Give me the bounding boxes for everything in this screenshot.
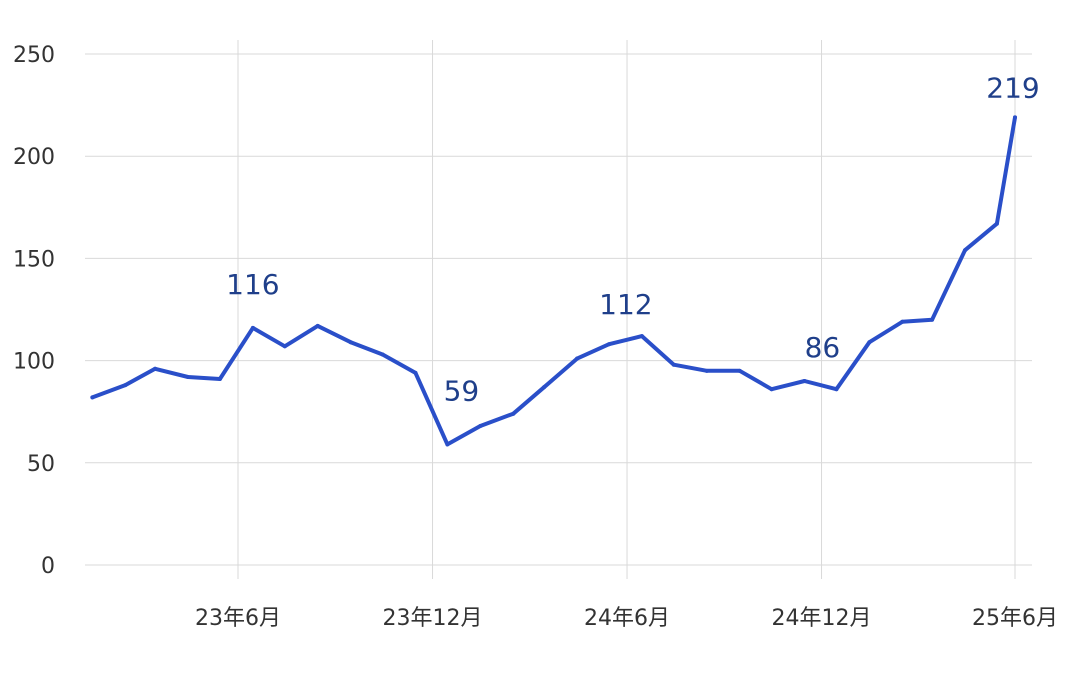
data-point [639,334,644,339]
x-tick-label: 25年6月 [972,606,1058,631]
data-point [575,356,580,361]
data-point [900,319,905,324]
data-point [671,362,676,367]
data-point [413,370,418,375]
data-point [348,340,353,345]
data-point [315,323,320,328]
x-tick-label: 24年12月 [772,606,872,631]
data-point [90,395,95,400]
y-tick-label: 100 [13,350,55,375]
data-point [186,374,191,379]
y-tick-label: 200 [13,145,55,170]
y-tick-label: 0 [41,554,55,579]
data-point [930,317,935,322]
data-label-layer: 116 59 112 86 219 [226,71,1040,407]
data-point [994,221,999,226]
data-point [867,340,872,345]
data-point [769,387,774,392]
data-point [380,352,385,357]
data-point [282,344,287,349]
y-tick-label: 250 [13,43,55,68]
x-tick-label: 23年12月 [383,606,483,631]
data-point [606,342,611,347]
data-point [478,424,483,429]
data-point [737,368,742,373]
data-point [153,366,158,371]
data-point [1013,115,1017,120]
data-point [542,385,547,390]
data-point [834,387,839,392]
data-label: 116 [226,268,279,301]
data-point [704,368,709,373]
x-tick-label: 24年6月 [584,606,670,631]
grid-layer [85,40,1032,579]
data-point [963,248,968,253]
data-point [123,383,128,388]
data-label: 86 [805,331,841,364]
y-tick-label: 50 [27,452,55,477]
y-tick-label: 150 [13,247,55,272]
x-tick-label: 23年6月 [195,606,281,631]
data-point [511,411,516,416]
series-layer [90,115,1017,447]
axis-layer: 0 50 100 150 200 250 23年6月 23年12月 24年6月 24年12月 25年… [13,43,1058,631]
data-label: 112 [599,288,652,321]
data-point [217,376,222,381]
data-point [250,325,255,330]
series-line [90,115,1017,447]
data-point [445,442,450,447]
data-point [802,379,807,384]
data-label: 219 [986,71,1039,104]
data-label: 59 [444,374,480,407]
